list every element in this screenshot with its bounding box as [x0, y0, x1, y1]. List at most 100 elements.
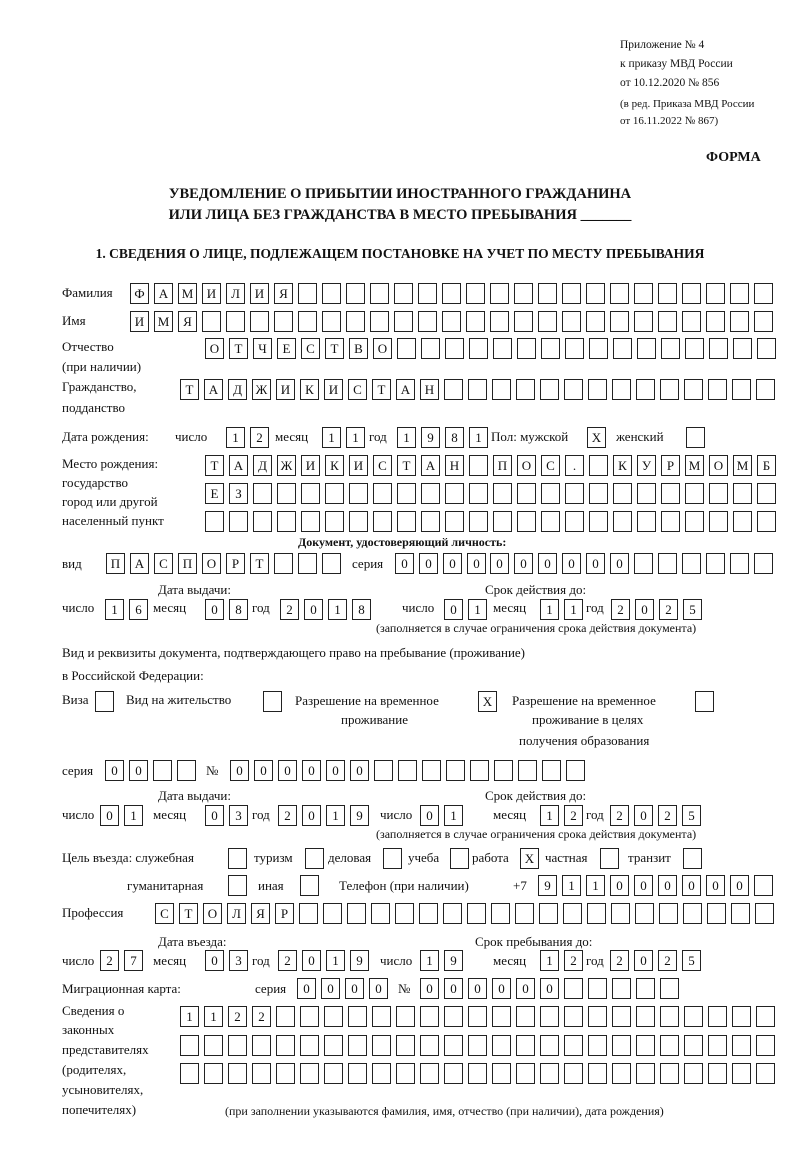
- field-citizenship-cell[interactable]: [756, 379, 775, 400]
- field-pob1-cell[interactable]: И: [301, 455, 320, 476]
- field-profession-cell[interactable]: [755, 903, 774, 924]
- field-mc-number-cell[interactable]: 0: [468, 978, 487, 999]
- field-rd-series-cell[interactable]: [177, 760, 196, 781]
- field-citizenship-cell[interactable]: [660, 379, 679, 400]
- field-name-cell[interactable]: М: [154, 311, 173, 332]
- field-pob3-cell[interactable]: [253, 511, 272, 532]
- field-stay-year-cell[interactable]: 5: [682, 950, 701, 971]
- field-surname-cell[interactable]: [634, 283, 653, 304]
- field-citizenship-cell[interactable]: С: [348, 379, 367, 400]
- field-reps3-cell[interactable]: [612, 1063, 631, 1084]
- field-id-valid-year-cell[interactable]: 2: [611, 599, 630, 620]
- field-id-issue-year-cell[interactable]: 0: [304, 599, 323, 620]
- field-name-cell[interactable]: [658, 311, 677, 332]
- field-pob1-cell[interactable]: [589, 455, 608, 476]
- field-sex-female-cell[interactable]: [686, 427, 705, 448]
- field-reps2-cell[interactable]: [204, 1035, 223, 1056]
- field-pob3-cell[interactable]: [421, 511, 440, 532]
- field-rd-issue-day-cell[interactable]: 0: [100, 805, 119, 826]
- field-citizenship-cell[interactable]: Н: [420, 379, 439, 400]
- field-profession-cell[interactable]: [323, 903, 342, 924]
- field-entry-year-cell[interactable]: 9: [350, 950, 369, 971]
- field-reps3-cell[interactable]: [516, 1063, 535, 1084]
- field-profession-cell[interactable]: [347, 903, 366, 924]
- field-id-valid-month-cell[interactable]: 1: [564, 599, 583, 620]
- field-dob-year-cell[interactable]: 8: [445, 427, 464, 448]
- field-stay-month-cell[interactable]: 2: [564, 950, 583, 971]
- field-citizenship-cell[interactable]: [612, 379, 631, 400]
- field-rd-series-cell[interactable]: 0: [105, 760, 124, 781]
- field-rd-valid-month-cell[interactable]: 2: [564, 805, 583, 826]
- field-name-cell[interactable]: [298, 311, 317, 332]
- field-rd-number-cell[interactable]: 0: [326, 760, 345, 781]
- field-citizenship-cell[interactable]: И: [276, 379, 295, 400]
- field-trp-cell[interactable]: X: [478, 691, 497, 712]
- field-profession-cell[interactable]: [611, 903, 630, 924]
- field-citizenship-cell[interactable]: [708, 379, 727, 400]
- field-citizenship-cell[interactable]: И: [324, 379, 343, 400]
- field-reps1-cell[interactable]: [300, 1006, 319, 1027]
- field-reps3-cell[interactable]: [348, 1063, 367, 1084]
- field-name-cell[interactable]: [562, 311, 581, 332]
- field-pob1-cell[interactable]: Ж: [277, 455, 296, 476]
- field-name-cell[interactable]: [586, 311, 605, 332]
- field-rd-issue-year-cell[interactable]: 1: [326, 805, 345, 826]
- field-reps2-cell[interactable]: [732, 1035, 751, 1056]
- field-profession-cell[interactable]: [443, 903, 462, 924]
- field-id-series-cell[interactable]: 0: [419, 553, 438, 574]
- field-name-cell[interactable]: [250, 311, 269, 332]
- field-pob1-cell[interactable]: Б: [757, 455, 776, 476]
- field-phone-cell[interactable]: 0: [730, 875, 749, 896]
- field-reps2-cell[interactable]: [300, 1035, 319, 1056]
- field-id-kind-cell[interactable]: [274, 553, 293, 574]
- field-surname-cell[interactable]: [466, 283, 485, 304]
- field-p-study-cell[interactable]: [450, 848, 469, 869]
- field-name-cell[interactable]: [418, 311, 437, 332]
- field-reps3-cell[interactable]: [468, 1063, 487, 1084]
- field-id-valid-year-cell[interactable]: 5: [683, 599, 702, 620]
- field-phone-cell[interactable]: 0: [634, 875, 653, 896]
- field-rd-issue-year-cell[interactable]: 0: [302, 805, 321, 826]
- field-p-business-cell[interactable]: [383, 848, 402, 869]
- field-citizenship-cell[interactable]: [540, 379, 559, 400]
- field-id-number-cell[interactable]: 0: [562, 553, 581, 574]
- field-entry-year-cell[interactable]: 0: [302, 950, 321, 971]
- field-rd-number-cell[interactable]: 0: [302, 760, 321, 781]
- field-id-number-cell[interactable]: 0: [538, 553, 557, 574]
- field-pob3-cell[interactable]: [277, 511, 296, 532]
- field-id-kind-cell[interactable]: Т: [250, 553, 269, 574]
- field-id-kind-cell[interactable]: С: [154, 553, 173, 574]
- field-reps3-cell[interactable]: [180, 1063, 199, 1084]
- field-patronymic-cell[interactable]: Т: [325, 338, 344, 359]
- field-pob3-cell[interactable]: [757, 511, 776, 532]
- field-dob-year-cell[interactable]: 1: [469, 427, 488, 448]
- field-profession-cell[interactable]: Т: [179, 903, 198, 924]
- field-id-issue-day-cell[interactable]: 6: [129, 599, 148, 620]
- field-name-cell[interactable]: [226, 311, 245, 332]
- field-mc-number-cell[interactable]: 0: [420, 978, 439, 999]
- field-patronymic-cell[interactable]: [685, 338, 704, 359]
- field-pob3-cell[interactable]: [565, 511, 584, 532]
- field-pob3-cell[interactable]: [469, 511, 488, 532]
- field-p-other-cell[interactable]: [300, 875, 319, 896]
- field-reps3-cell[interactable]: [540, 1063, 559, 1084]
- field-surname-cell[interactable]: [682, 283, 701, 304]
- field-reps3-cell[interactable]: [732, 1063, 751, 1084]
- field-surname-cell[interactable]: [610, 283, 629, 304]
- field-reps2-cell[interactable]: [444, 1035, 463, 1056]
- field-pob2-cell[interactable]: [685, 483, 704, 504]
- field-id-issue-year-cell[interactable]: 8: [352, 599, 371, 620]
- field-reps2-cell[interactable]: [708, 1035, 727, 1056]
- field-citizenship-cell[interactable]: А: [204, 379, 223, 400]
- field-name-cell[interactable]: [370, 311, 389, 332]
- field-reps3-cell[interactable]: [588, 1063, 607, 1084]
- field-rd-number-cell[interactable]: 0: [254, 760, 273, 781]
- field-profession-cell[interactable]: [491, 903, 510, 924]
- field-phone-cell[interactable]: 0: [706, 875, 725, 896]
- field-reps1-cell[interactable]: [684, 1006, 703, 1027]
- field-pob1-cell[interactable]: М: [685, 455, 704, 476]
- field-pob2-cell[interactable]: З: [229, 483, 248, 504]
- field-citizenship-cell[interactable]: Т: [372, 379, 391, 400]
- field-pob2-cell[interactable]: [373, 483, 392, 504]
- field-id-number-cell[interactable]: [658, 553, 677, 574]
